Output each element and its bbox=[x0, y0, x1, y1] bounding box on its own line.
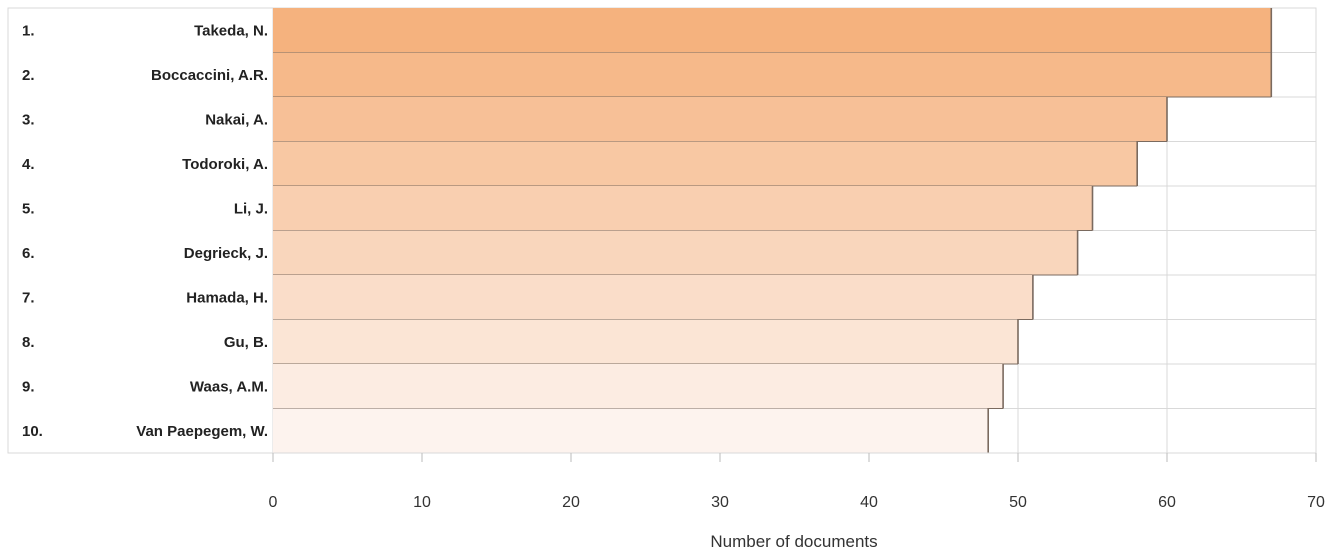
rank-label: 5. bbox=[22, 200, 35, 217]
category-label: Nakai, A. bbox=[205, 111, 268, 128]
bar bbox=[273, 230, 1078, 275]
category-labels: 1. Takeda, N. 2. Boccaccini, A.R. 3. Nakai, A… bbox=[7, 7, 274, 454]
bar bbox=[273, 275, 1033, 320]
category-label: Takeda, N. bbox=[194, 22, 268, 39]
x-tick-label: 40 bbox=[860, 494, 878, 511]
category-label: Gu, B. bbox=[224, 334, 268, 351]
rank-label: 1. bbox=[22, 22, 35, 39]
label-column bbox=[7, 7, 274, 454]
bar bbox=[273, 8, 1272, 53]
bar bbox=[273, 97, 1167, 142]
rank-label: 8. bbox=[22, 334, 35, 351]
x-tick-label: 20 bbox=[562, 494, 580, 511]
bar bbox=[273, 364, 1004, 409]
bars bbox=[273, 8, 1273, 454]
rank-label: 6. bbox=[22, 245, 35, 262]
category-label: Van Paepegem, W. bbox=[136, 423, 268, 440]
x-tick-label: 50 bbox=[1009, 494, 1027, 511]
bar bbox=[273, 408, 989, 453]
bar bbox=[273, 319, 1018, 364]
rank-label: 7. bbox=[22, 289, 35, 306]
rank-label: 4. bbox=[22, 156, 35, 173]
x-axis-title: Number of documents bbox=[710, 532, 877, 551]
bar bbox=[273, 52, 1272, 97]
bar bbox=[273, 186, 1093, 231]
x-tick-label: 30 bbox=[711, 494, 729, 511]
bar bbox=[273, 141, 1138, 186]
x-tick-label: 10 bbox=[413, 494, 431, 511]
category-label: Li, J. bbox=[234, 200, 268, 217]
rank-label: 10. bbox=[22, 423, 43, 440]
x-tick-label: 70 bbox=[1307, 494, 1325, 511]
category-label: Degrieck, J. bbox=[184, 245, 268, 262]
x-tick-label: 60 bbox=[1158, 494, 1176, 511]
category-label: Todoroki, A. bbox=[182, 156, 268, 173]
category-label: Waas, A.M. bbox=[190, 378, 268, 395]
rank-label: 9. bbox=[22, 378, 35, 395]
rank-label: 3. bbox=[22, 111, 35, 128]
x-tick-label: 0 bbox=[269, 494, 278, 511]
x-axis: 0 10 20 30 40 50 60 70 bbox=[269, 452, 1325, 511]
rank-label: 2. bbox=[22, 67, 35, 84]
category-label: Hamada, H. bbox=[186, 289, 268, 306]
category-label: Boccaccini, A.R. bbox=[151, 67, 268, 84]
